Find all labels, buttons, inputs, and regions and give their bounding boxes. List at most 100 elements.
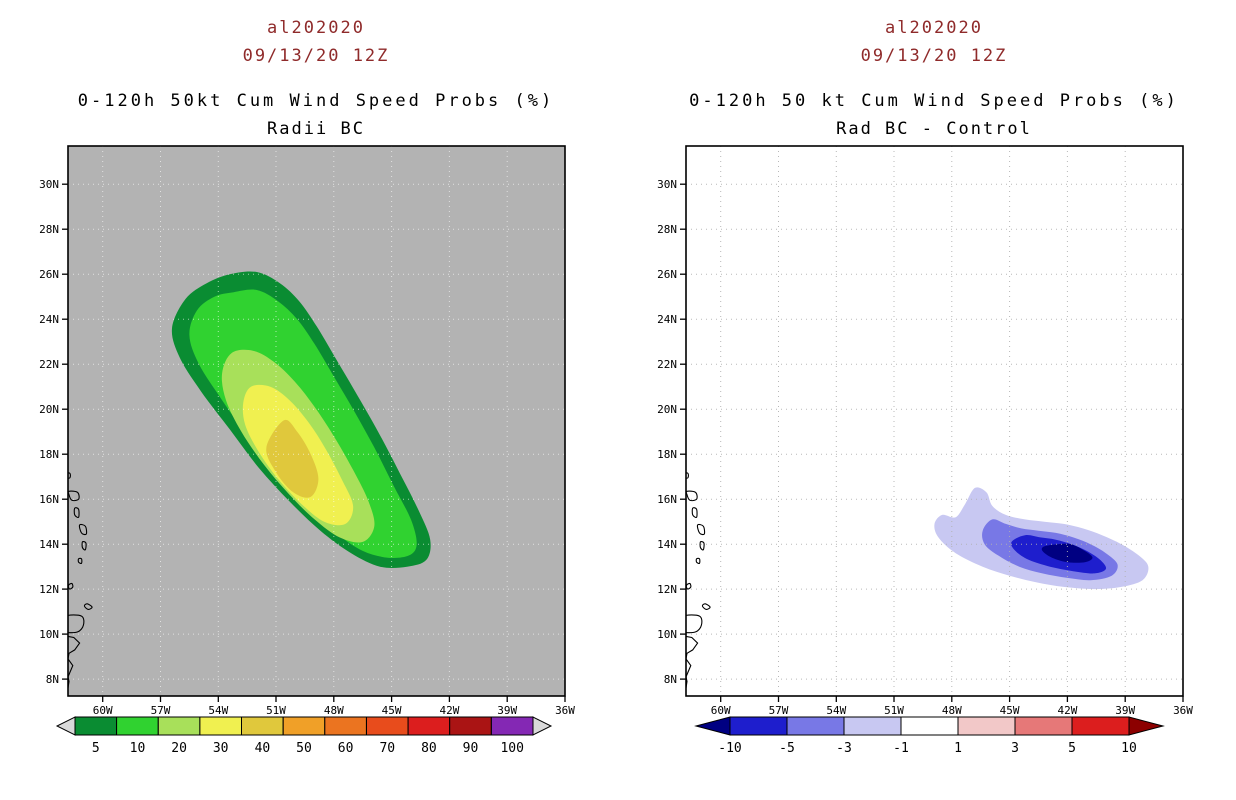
lat-tick-label: 20N <box>39 403 59 416</box>
colorbar-segment <box>199 716 242 736</box>
lon-tick-label: 45W <box>382 704 402 717</box>
storm-id-label: al202020 <box>267 18 365 38</box>
lon-tick-label: 36W <box>1173 704 1193 717</box>
contour-fills <box>934 487 1149 590</box>
colorbar-segment <box>1014 716 1073 736</box>
lon-tick-label: 48W <box>942 704 962 717</box>
lon-tick-label: 57W <box>769 704 789 717</box>
chart-subtitle-line2: Radii BC <box>267 119 365 139</box>
colorbar-segment <box>900 716 959 736</box>
lat-tick-label: 18N <box>39 448 59 461</box>
lat-tick-label: 20N <box>657 403 677 416</box>
panel-left: al202020 09/13/20 12Z 0-120h 50kt Cum Wi… <box>0 0 618 756</box>
lon-tick-label: 39W <box>1115 704 1135 717</box>
lat-tick-label: 8N <box>664 673 677 686</box>
colorbar-tick-label: 5 <box>1068 741 1076 756</box>
lon-tick-label: 54W <box>826 704 846 717</box>
lon-tick-label: 45W <box>1000 704 1020 717</box>
colorbar-segment <box>74 716 118 736</box>
lon-tick-label: 42W <box>1057 704 1077 717</box>
lat-tick-label: 22N <box>657 358 677 371</box>
lon-tick-label: 57W <box>151 704 171 717</box>
colorbar-tick-label: 40 <box>255 741 271 756</box>
lat-tick-label: 8N <box>46 673 59 686</box>
colorbar-segment <box>241 716 284 736</box>
colorbar-segment <box>366 716 409 736</box>
lat-tick-label: 18N <box>657 448 677 461</box>
colorbar-tick-label: 70 <box>379 741 395 756</box>
colorbar-segment <box>843 716 902 736</box>
colorbar-segment <box>407 716 451 736</box>
colorbar-tick-label: -1 <box>893 741 909 756</box>
panel-right: al202020 09/13/20 12Z 0-120h 50 kt Cum W… <box>618 0 1236 800</box>
colorbar-left-arrow <box>55 716 76 736</box>
lat-tick-label: 26N <box>657 268 677 281</box>
lat-tick-label: 26N <box>39 268 59 281</box>
colorbar-segment <box>1071 716 1130 736</box>
lon-tick-label: 51W <box>266 704 286 717</box>
lat-tick-label: 14N <box>39 538 59 551</box>
lon-tick-label: 36W <box>555 704 575 717</box>
colorbar-tick-label: 30 <box>213 741 229 756</box>
lon-tick-label: 48W <box>324 704 344 717</box>
colorbar-tick-label: -5 <box>779 741 795 756</box>
colorbar: -10 -5 -3 -1 1 3 5 10 <box>694 716 1165 756</box>
lon-tick-label: 39W <box>497 704 517 717</box>
axis-labels: 30N 28N 26N 24N 22N 20N 18N 16N 14N 12N 10N 8N 60W 57… <box>657 178 1193 717</box>
colorbar-segment <box>324 716 367 736</box>
colorbar-segment <box>116 716 159 736</box>
lat-tick-label: 16N <box>657 493 677 506</box>
colorbar-tick-label: 100 <box>500 741 523 756</box>
lat-tick-label: 10N <box>657 628 677 641</box>
contour-level <box>266 419 319 498</box>
colorbar-segment <box>282 716 326 736</box>
lat-tick-label: 24N <box>39 313 59 326</box>
colorbar-tick-label: 10 <box>130 741 146 756</box>
colorbar-tick-label: 80 <box>421 741 437 756</box>
colorbar-tick-label: 60 <box>338 741 354 756</box>
colorbar-segment <box>449 716 492 736</box>
colorbar-tick-label: 50 <box>296 741 312 756</box>
init-time-label: 09/13/20 12Z <box>242 46 390 66</box>
lat-tick-label: 14N <box>657 538 677 551</box>
lat-tick-label: 12N <box>657 583 677 596</box>
colorbar-left-arrow <box>694 716 731 736</box>
lat-tick-label: 30N <box>657 178 677 191</box>
lon-tick-label: 42W <box>439 704 459 717</box>
chart-subtitle-line1: 0-120h 50 kt Cum Wind Speed Probs (%) <box>689 91 1179 111</box>
grid-lines <box>68 146 565 696</box>
colorbar-tick-label: -3 <box>836 741 852 756</box>
map-frame <box>685 145 1184 697</box>
lat-tick-label: 28N <box>39 223 59 236</box>
colorbar-right-arrow <box>532 716 553 736</box>
lat-tick-label: 12N <box>39 583 59 596</box>
colorbar-segment <box>157 716 201 736</box>
map-background <box>686 146 1183 696</box>
map-frame <box>67 145 566 697</box>
lat-tick-label: 24N <box>657 313 677 326</box>
colorbar-tick-label: 5 <box>92 741 100 756</box>
colorbar-segment <box>786 716 845 736</box>
lon-tick-label: 60W <box>93 704 113 717</box>
colorbar-segment <box>957 716 1016 736</box>
colorbar-segment <box>490 716 534 736</box>
lat-tick-label: 16N <box>39 493 59 506</box>
colorbar: 5 10 20 30 40 50 60 70 80 90 100 <box>55 716 553 756</box>
colorbar-tick-label: 1 <box>954 741 962 756</box>
lon-tick-label: 51W <box>884 704 904 717</box>
chart-subtitle-line2: Rad BC - Control <box>836 119 1032 139</box>
lat-tick-label: 30N <box>39 178 59 191</box>
wind-prob-diff-map-right: 30N 28N 26N 24N 22N 20N 18N 16N 14N 12N 10N 8N 60W 57… <box>657 145 1193 756</box>
colorbar-tick-label: -10 <box>718 741 741 756</box>
panel-left-header: al202020 09/13/20 12Z 0-120h 50kt Cum Wi… <box>0 0 618 144</box>
panel-right-header: al202020 09/13/20 12Z 0-120h 50 kt Cum W… <box>618 0 1236 144</box>
grid-lines <box>686 146 1183 696</box>
chart-subtitle-line1: 0-120h 50kt Cum Wind Speed Probs (%) <box>77 91 555 111</box>
lat-tick-label: 28N <box>657 223 677 236</box>
lon-tick-label: 60W <box>711 704 731 717</box>
init-time-label: 09/13/20 12Z <box>860 46 1008 66</box>
colorbar-tick-label: 10 <box>1121 741 1137 756</box>
lat-tick-label: 10N <box>39 628 59 641</box>
